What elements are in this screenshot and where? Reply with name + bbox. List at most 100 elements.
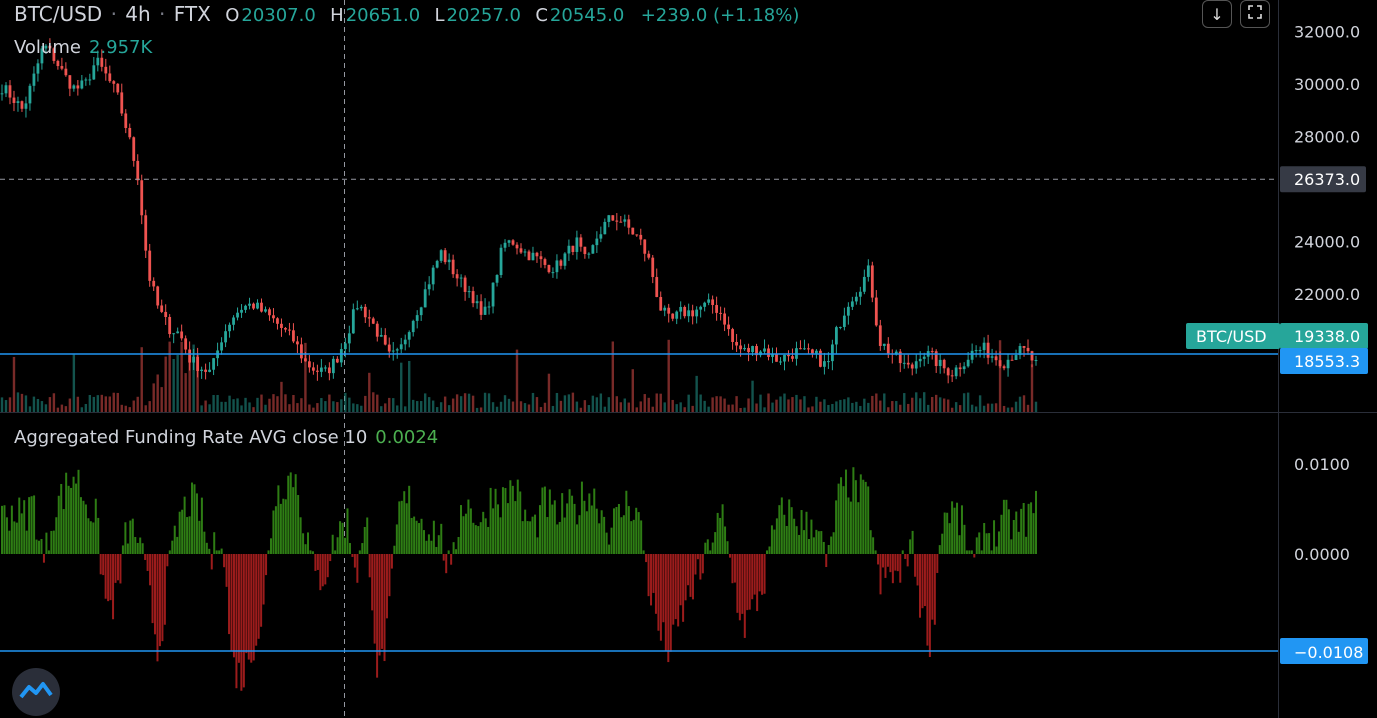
- funding-bar: [326, 554, 329, 578]
- funding-bar: [958, 535, 961, 554]
- volume-bar: [499, 401, 503, 412]
- candle: [739, 345, 742, 350]
- volume-bar: [296, 403, 299, 412]
- candle: [68, 75, 72, 89]
- funding-bar: [521, 521, 524, 554]
- volume-bar: [1034, 401, 1038, 412]
- funding-bar: [943, 512, 946, 554]
- funding-bar: [696, 554, 699, 560]
- candle: [563, 253, 567, 266]
- candle: [148, 250, 152, 281]
- funding-bar: [112, 554, 115, 620]
- funding-bar: [482, 511, 485, 554]
- volume-bar: [859, 405, 862, 412]
- funding-bar: [1, 505, 3, 554]
- volume-legend[interactable]: Volume 2.957K: [14, 37, 152, 58]
- funding-bar: [901, 550, 904, 554]
- funding-bar: [541, 487, 544, 554]
- funding-bar: [948, 523, 951, 554]
- volume-bar: [1022, 395, 1026, 412]
- volume-bar: [168, 341, 171, 412]
- funding-legend[interactable]: Aggregated Funding Rate AVG close 10 0.00…: [14, 427, 438, 448]
- volume-bar: [755, 403, 758, 412]
- funding-bar: [795, 526, 798, 554]
- scroll-to-realtime-button[interactable]: ↓: [1202, 0, 1232, 28]
- funding-bar: [728, 554, 731, 558]
- funding-bar: [378, 554, 381, 656]
- candle: [898, 351, 902, 364]
- funding-bar: [195, 493, 198, 554]
- fullscreen-button[interactable]: [1240, 0, 1270, 28]
- funding-bar: [854, 480, 857, 554]
- close-label: C: [535, 5, 548, 26]
- candle: [128, 127, 132, 138]
- funding-bar: [805, 511, 808, 554]
- funding-bar: [659, 554, 662, 641]
- volume-bar: [164, 356, 167, 412]
- candle: [711, 299, 715, 306]
- interval-label[interactable]: 4h: [125, 2, 151, 26]
- funding-bar: [516, 479, 519, 554]
- candle: [547, 264, 551, 273]
- volume-bar: [611, 341, 615, 412]
- volume-bar: [112, 392, 115, 412]
- volume-bar: [376, 394, 379, 412]
- volume-bar: [531, 392, 535, 412]
- volume-bar: [986, 403, 990, 412]
- volume-bar: [587, 405, 591, 412]
- funding-bar: [314, 554, 317, 571]
- candle: [938, 359, 942, 367]
- funding-bar: [460, 505, 463, 554]
- candle: [347, 333, 351, 344]
- volume-value: 2.957K: [88, 37, 153, 58]
- funding-bar: [916, 554, 919, 586]
- funding-bar: [346, 508, 349, 554]
- candle: [551, 272, 555, 274]
- funding-bar: [121, 545, 124, 554]
- volume-bar: [843, 399, 846, 412]
- candle: [539, 256, 543, 260]
- funding-bar: [531, 516, 534, 554]
- candles: [0, 38, 1038, 384]
- funding-bar: [373, 554, 376, 644]
- funding-bar: [427, 534, 430, 554]
- exchange-label: FTX: [173, 2, 211, 26]
- volume-bar: [679, 402, 682, 412]
- funding-bar: [274, 506, 277, 554]
- candle: [439, 250, 443, 261]
- funding-bar: [181, 509, 184, 554]
- volume-bar: [92, 396, 96, 412]
- funding-bar: [215, 550, 218, 554]
- funding-bar: [640, 520, 643, 554]
- funding-bar: [822, 541, 825, 554]
- volume-bar: [236, 398, 239, 412]
- candle: [435, 260, 439, 268]
- candle: [543, 259, 547, 265]
- volume-bar: [519, 401, 523, 412]
- symbol-name[interactable]: BTC/USD: [14, 2, 103, 26]
- funding-bar: [645, 554, 648, 563]
- funding-bar: [551, 504, 554, 554]
- candle: [619, 221, 623, 223]
- funding-bar: [731, 554, 734, 584]
- candle: [248, 303, 251, 306]
- funding-bar: [938, 545, 941, 554]
- volume-bar: [883, 393, 886, 412]
- funding-bar: [47, 550, 50, 554]
- funding-bar: [546, 517, 549, 554]
- funding-bar: [294, 474, 297, 554]
- volume-bar: [994, 403, 998, 412]
- funding-bar: [911, 530, 914, 554]
- candle: [212, 358, 215, 370]
- volume-bar: [180, 341, 183, 412]
- volume-bar: [555, 392, 559, 412]
- volume-bar: [671, 399, 674, 412]
- volume-bar: [128, 407, 131, 412]
- candle: [327, 367, 331, 374]
- tradingview-logo[interactable]: [12, 668, 60, 716]
- volume-bar: [348, 397, 351, 412]
- candle: [152, 280, 156, 287]
- funding-bar: [5, 517, 8, 554]
- funding-bar: [109, 554, 112, 601]
